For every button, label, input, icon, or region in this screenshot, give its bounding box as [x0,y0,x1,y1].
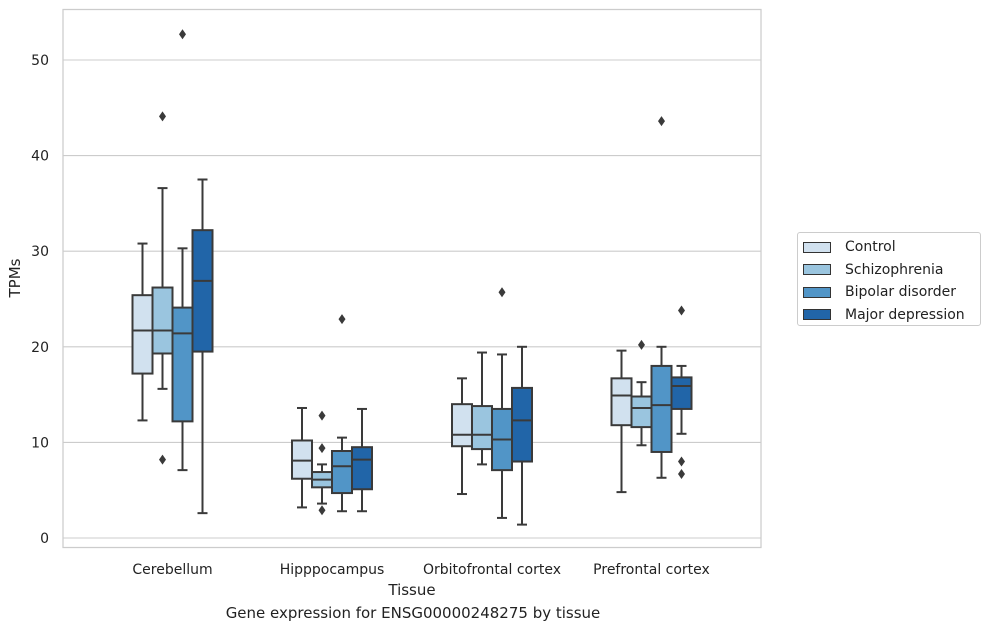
y-tick-label-0: 0 [40,531,49,547]
legend-label: Bipolar disorder [845,284,957,301]
box-body [131,294,154,375]
x-axis-label: Tissue [387,581,435,599]
x-tick-label-3: Prefrontal cortex [593,562,710,578]
box-body [670,376,693,410]
outlier-point [678,468,685,479]
legend-item: Schizophrenia [803,259,980,282]
box-body [630,395,653,429]
box-body [171,306,194,423]
box-0-3 [610,349,633,494]
box-body [151,286,174,355]
chart-caption: Gene expression for ENSG00000248275 by t… [225,604,601,622]
legend-swatch [803,286,831,298]
box-1-1 [311,410,333,516]
y-axis-label: TPMs [6,258,24,298]
x-tick-labels: Cerebellum Hipppocampus Orbitofrontal cort… [132,562,709,578]
outlier-point [658,116,665,127]
box-3-0 [191,178,214,515]
box-body [610,377,633,427]
box-1-2 [471,351,493,466]
x-tick-label-2: Orbitofrontal cortex [423,562,561,578]
box-1-3 [630,339,653,447]
legend-item: Control [803,236,980,259]
legend-swatch [803,241,831,253]
outlier-point [159,454,166,465]
box-body [511,386,533,463]
legend: Control Schizophrenia Bipolar disorder Majo… [797,232,981,326]
box-body [331,450,353,495]
legend-item: Bipolar disorder [803,281,980,304]
box-3-1 [351,407,373,513]
box-body [351,446,373,491]
box-3-3 [670,305,693,479]
y-tick-labels: 0 10 20 30 40 50 [31,53,49,547]
outlier-point [179,29,186,40]
y-tick-label-30: 30 [31,244,49,260]
outlier-point [498,287,506,298]
outlier-point [318,443,326,454]
outlier-point [159,111,166,122]
box-2-3 [650,116,673,479]
y-tick-label-40: 40 [31,149,49,165]
box-0-0 [131,242,154,422]
box-body [471,405,493,451]
outlier-point [318,505,326,516]
box-0-1 [291,406,313,509]
outlier-point [338,314,346,325]
outlier-point [638,339,645,350]
y-tick-label-10: 10 [31,435,49,451]
outlier-point [318,410,326,421]
x-tick-label-1: Hipppocampus [280,562,385,578]
legend-label: Major depression [845,306,965,323]
box-1-0 [151,111,174,465]
outlier-point [678,305,685,316]
legend-label: Control [845,239,896,256]
legend-swatch [803,264,831,276]
legend-swatch [803,309,831,321]
box-3-2 [511,345,533,526]
plot-area [62,8,762,549]
x-tick-label-0: Cerebellum [132,562,212,578]
box-body [650,364,673,453]
box-body [451,403,473,448]
outlier-point [678,456,685,467]
legend-label: Schizophrenia [845,261,944,278]
y-tick-label-20: 20 [31,340,49,356]
box-body [191,229,214,353]
boxes [131,29,693,526]
legend-item: Major depression [803,304,980,327]
box-2-0 [171,29,194,472]
y-tick-label-50: 50 [31,53,49,69]
